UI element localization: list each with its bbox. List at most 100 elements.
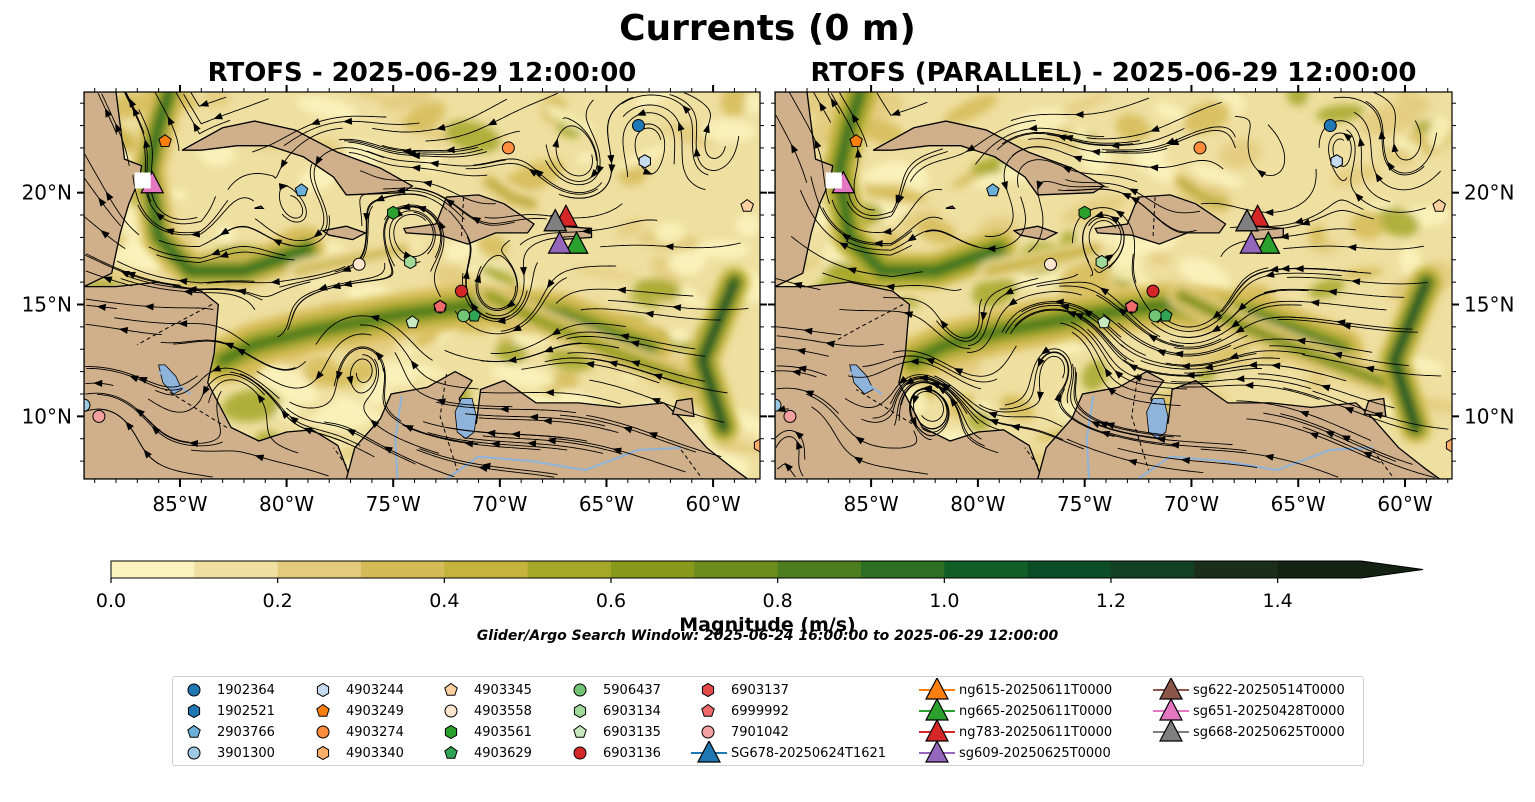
stream-arrow [512,324,522,332]
stream-arrow [1344,407,1354,414]
marker-1902364 [631,119,645,133]
stream-arrow [1054,392,1062,403]
figure-title: Currents (0 m) [619,8,916,49]
country-border [137,304,213,346]
legend-marker-shape [187,683,201,697]
stream-arrow [546,437,557,445]
colorbar-segment [361,561,445,578]
legend-marker [316,682,330,698]
land-mass [1037,370,1452,479]
stream-arrow [853,456,864,465]
stream-arrow [178,320,188,328]
legend-marker [444,704,458,718]
stream-arrow [98,197,107,207]
stream-arrow [682,105,691,115]
stream-arrow [404,424,414,432]
stream-arrow [527,440,537,448]
stream-arrow [814,139,822,149]
stream-arrow [341,265,352,272]
stream-arrow [1336,319,1346,327]
stream-arrow [167,115,175,126]
stream-arrow [921,385,931,393]
stream-arrow [96,303,106,311]
stream-arrow [930,382,941,389]
stream-arrow [941,383,951,392]
stream-arrow [474,273,481,284]
stream-arrow [1309,432,1319,440]
stream-arrow [1008,298,1018,307]
legend-marker-shape [701,725,715,739]
marker-4903244 [1330,154,1343,169]
marker-1902364 [1323,119,1337,133]
stream-arrow [411,164,421,172]
stream-arrow [375,351,384,361]
legend-marker [573,724,587,738]
legend-marker [187,703,201,719]
stream-arrow [303,427,313,435]
stream-arrow [1054,298,1064,306]
legend-marker-shape [701,682,715,698]
marker-2903766 [986,183,1000,197]
stream-arrow [1341,435,1351,443]
legend-label: sg609-20250625T0000 [959,746,1111,761]
stream-arrow [519,266,527,277]
stream-arrow [677,121,685,132]
legend-marker [573,683,587,697]
stream-arrow [436,398,446,406]
stream-arrow [445,198,455,207]
legend-marker-shape [187,703,201,719]
marker-4903561 [387,205,400,220]
stream-arrow [907,233,917,242]
stream-arrow [546,279,555,289]
legend-marker [691,741,727,763]
stream-arrow [1104,254,1115,262]
stream-arrow [213,112,223,120]
stream-arrow [819,101,827,112]
colorbar-segment [194,561,279,578]
stream-arrow [406,150,416,158]
stream-arrow [940,319,949,329]
legend-marker [701,725,715,739]
marker-6903135 [405,315,420,329]
lon-tick-label: 85°W [152,492,207,516]
land-mass [1363,397,1387,418]
stream-arrow [644,310,654,318]
legend-marker-shape [573,724,587,738]
stream-arrow [278,183,289,191]
legend-marker [187,746,201,760]
white-square [825,172,842,189]
marker-sg668-20250625t0000 [543,208,568,232]
stream-arrow [980,311,988,322]
stream-arrow [1180,457,1191,464]
stream-arrow [422,180,433,188]
stream-arrow [585,361,595,368]
legend-label: sg622-20250514T0000 [1193,683,1345,698]
legend-marker [444,745,458,759]
stream-arrow [1375,172,1383,183]
map-panel: 85°W 80°W 75°W 70°W 65°W 60°W 20°N 15°N 10°N [22,85,767,516]
stream-arrow [630,360,641,368]
legend-label: 6903135 [603,725,661,740]
legend-marker [187,683,201,697]
stream-arrow [188,439,199,447]
stream-arrow [1294,217,1304,225]
stream-arrow [912,394,920,405]
stream-arrow [794,431,804,440]
marker-7901042 [92,409,106,423]
stream-arrow [370,314,380,322]
stream-arrow [855,148,862,158]
stream-arrow [1040,346,1051,355]
stream-arrow [608,164,616,174]
stream-arrow [1244,381,1254,389]
legend-marker-shape [697,741,721,763]
stream-arrow [416,205,427,213]
stream-arrow [1235,375,1245,383]
stream-arrow [202,385,210,396]
stream-arrow [190,230,201,238]
stream-arrow [1118,307,1128,317]
stream-arrow [1036,180,1044,191]
legend-marker-shape [925,720,949,742]
land-mass [1012,225,1059,241]
legend-label: 4903244 [346,683,404,698]
